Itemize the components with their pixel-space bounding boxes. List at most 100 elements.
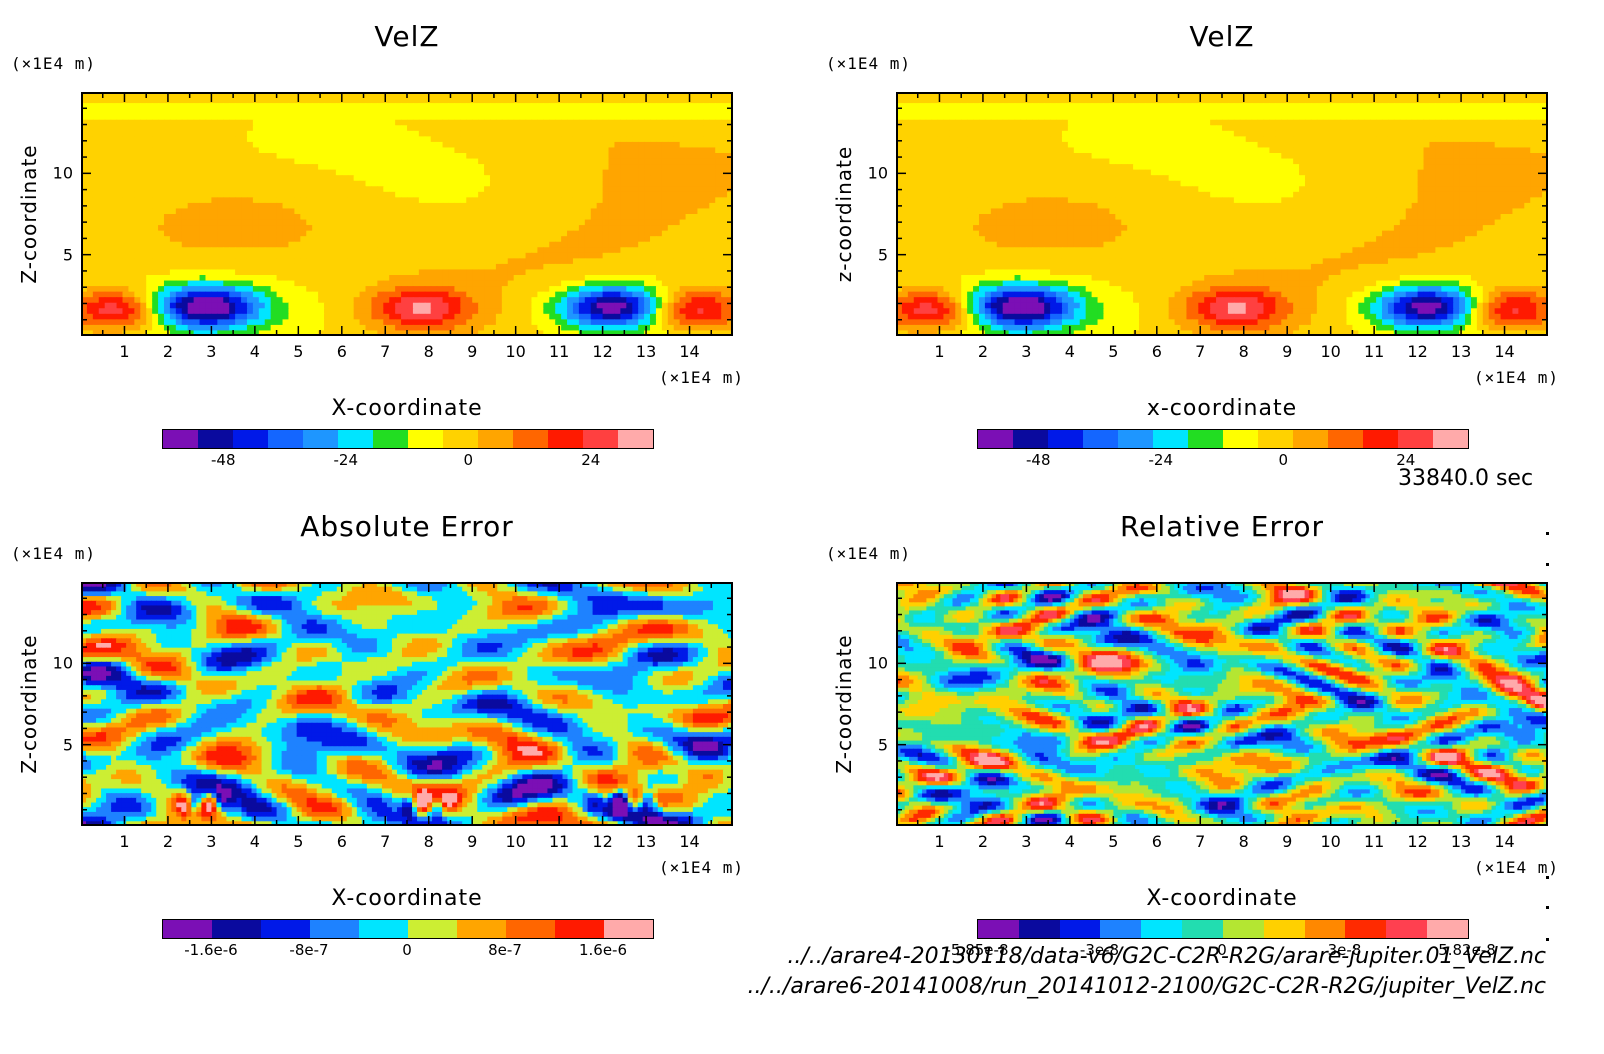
panel-velz-2-cbtick-3: 24 xyxy=(1396,451,1415,469)
panel-abs-error-xtick-6: 6 xyxy=(337,832,347,851)
panel-velz-1-xunit: (×1E4 m) xyxy=(659,368,744,387)
panel-velz-2-colorbar-swatch-7 xyxy=(1223,430,1258,448)
panel-rel-error-xlabel: X-coordinate xyxy=(1012,886,1432,911)
panel-velz-2-xtick-8: 8 xyxy=(1239,342,1249,361)
panel-abs-error-colorbar-swatch-1 xyxy=(212,920,261,938)
panel-velz-2-xlabel: x-coordinate xyxy=(1012,396,1432,421)
panel-rel-error-title: Relative Error xyxy=(1012,510,1432,543)
panel-velz-1-colorbar-swatch-4 xyxy=(303,430,338,448)
panel-rel-error-cbtick-3: 3e-8 xyxy=(1328,941,1362,959)
panel-abs-error-xtick-2: 2 xyxy=(163,832,173,851)
panel-velz-1-colorbar-swatch-2 xyxy=(233,430,268,448)
panel-velz-1-cbtick-0: -48 xyxy=(211,451,236,469)
panel-velz-1-xtick-7: 7 xyxy=(380,342,390,361)
panel-rel-error-xtick-2: 2 xyxy=(978,832,988,851)
panel-velz-1-ytick-5: 5 xyxy=(43,245,73,264)
panel-velz-1-xtick-8: 8 xyxy=(424,342,434,361)
panel-abs-error-xlabel: X-coordinate xyxy=(197,886,617,911)
panel-abs-error-ytick-5: 5 xyxy=(43,735,73,754)
panel-velz-1-cbtick-1: -24 xyxy=(334,451,359,469)
panel-velz-1-colorbar-swatch-7 xyxy=(408,430,443,448)
panel-rel-error-plot xyxy=(896,582,1548,826)
panel-velz-1-title: VelZ xyxy=(197,20,617,53)
panel-abs-error-colorbar-swatch-2 xyxy=(261,920,310,938)
panel-velz-1-xtick-12: 12 xyxy=(592,342,612,361)
panel-velz-1-colorbar-swatch-6 xyxy=(373,430,408,448)
panel-velz-2-cbtick-0: -48 xyxy=(1026,451,1051,469)
panel-rel-error-xtick-7: 7 xyxy=(1195,832,1205,851)
panel-abs-error-colorbar-swatch-3 xyxy=(310,920,359,938)
panel-velz-1-xtick-14: 14 xyxy=(679,342,699,361)
panel-abs-error-ytick-10: 10 xyxy=(43,654,73,673)
file-path-2: ../../arare6-20141008/run_20141012-2100/… xyxy=(748,974,1546,999)
panel-velz-1-colorbar-swatch-9 xyxy=(478,430,513,448)
panel-abs-error-xtick-10: 10 xyxy=(505,832,525,851)
panel-abs-error-plot xyxy=(81,582,733,826)
panel-velz-2-xtick-9: 9 xyxy=(1282,342,1292,361)
panel-velz-1-xtick-5: 5 xyxy=(293,342,303,361)
panel-velz-2-cbtick-1: -24 xyxy=(1149,451,1174,469)
panel-velz-2-xtick-3: 3 xyxy=(1021,342,1031,361)
panel-rel-error-xtick-1: 1 xyxy=(934,832,944,851)
panel-rel-error-cbtick-0: -5.85e-8 xyxy=(946,941,1009,959)
panel-abs-error-colorbar-swatch-0 xyxy=(163,920,212,938)
panel-rel-error-xtick-8: 8 xyxy=(1239,832,1249,851)
panel-rel-error-xtick-10: 10 xyxy=(1320,832,1340,851)
panel-velz-1-xtick-13: 13 xyxy=(636,342,656,361)
panel-rel-error-cbtick-4: 5.82e-8 xyxy=(1438,941,1496,959)
panel-abs-error-title: Absolute Error xyxy=(197,510,617,543)
panel-rel-error-xtick-11: 11 xyxy=(1364,832,1384,851)
panel-velz-2-colorbar-swatch-4 xyxy=(1118,430,1153,448)
panel-velz-2-xtick-6: 6 xyxy=(1152,342,1162,361)
panel-velz-1-xtick-1: 1 xyxy=(119,342,129,361)
panel-velz-2-xtick-12: 12 xyxy=(1407,342,1427,361)
panel-rel-error-colorbar-swatch-10 xyxy=(1386,920,1428,938)
panel-velz-1-colorbar-swatch-10 xyxy=(513,430,548,448)
panel-velz-1-colorbar xyxy=(162,429,654,449)
panel-rel-error-colorbar-swatch-11 xyxy=(1427,920,1468,938)
panel-rel-error-field xyxy=(896,582,1548,826)
panel-velz-2-colorbar-swatch-9 xyxy=(1293,430,1328,448)
panel-velz-1-colorbar-swatch-11 xyxy=(548,430,583,448)
panel-velz-1-xtick-10: 10 xyxy=(505,342,525,361)
panel-rel-error-xtick-4: 4 xyxy=(1065,832,1075,851)
panel-rel-error-colorbar-swatch-7 xyxy=(1263,920,1305,938)
panel-velz-1-ytick-10: 10 xyxy=(43,164,73,183)
panel-rel-error-colorbar-swatch-8 xyxy=(1304,920,1346,938)
panel-velz-2-colorbar-swatch-8 xyxy=(1258,430,1293,448)
panel-velz-1-xlabel: X-coordinate xyxy=(197,396,617,421)
panel-abs-error-xtick-8: 8 xyxy=(424,832,434,851)
panel-abs-error-xtick-14: 14 xyxy=(679,832,699,851)
panel-abs-error-colorbar-swatch-5 xyxy=(408,920,457,938)
panel-velz-1-colorbar-swatch-8 xyxy=(443,430,478,448)
panel-abs-error-ylabel: Z-coordinate xyxy=(17,614,41,794)
panel-velz-2-xunit: (×1E4 m) xyxy=(1474,368,1559,387)
panel-abs-error-cbtick-0: -1.6e-6 xyxy=(184,941,237,959)
panel-velz-2-colorbar-swatch-10 xyxy=(1328,430,1363,448)
panel-rel-error-xtick-12: 12 xyxy=(1407,832,1427,851)
panel-abs-error-colorbar xyxy=(162,919,654,939)
panel-rel-error-yunit: (×1E4 m) xyxy=(826,544,911,563)
panel-velz-2-plot xyxy=(896,92,1548,336)
panel-velz-2-xtick-13: 13 xyxy=(1451,342,1471,361)
panel-velz-2-colorbar-swatch-11 xyxy=(1363,430,1398,448)
panel-abs-error-cbtick-2: 0 xyxy=(402,941,412,959)
panel-velz-2-xtick-14: 14 xyxy=(1494,342,1514,361)
panel-abs-error-xtick-12: 12 xyxy=(592,832,612,851)
panel-rel-error-xtick-13: 13 xyxy=(1451,832,1471,851)
panel-rel-error-xunit: (×1E4 m) xyxy=(1474,858,1559,877)
panel-velz-2-xtick-7: 7 xyxy=(1195,342,1205,361)
panel-velz-1-plot xyxy=(81,92,733,336)
panel-velz-2-xtick-11: 11 xyxy=(1364,342,1384,361)
panel-velz-2-ytick-10: 10 xyxy=(858,164,888,183)
panel-rel-error-xtick-6: 6 xyxy=(1152,832,1162,851)
panel-abs-error-cbtick-1: -8e-7 xyxy=(289,941,328,959)
panel-abs-error-xtick-1: 1 xyxy=(119,832,129,851)
panel-rel-error-colorbar-swatch-5 xyxy=(1182,920,1223,938)
edge-dot-0 xyxy=(1546,532,1549,535)
panel-velz-1-colorbar-swatch-13 xyxy=(618,430,653,448)
panel-velz-2-ylabel: z-coordinate xyxy=(832,124,856,304)
panel-rel-error-xtick-9: 9 xyxy=(1282,832,1292,851)
panel-velz-1-xtick-3: 3 xyxy=(206,342,216,361)
panel-rel-error-ytick-10: 10 xyxy=(858,654,888,673)
